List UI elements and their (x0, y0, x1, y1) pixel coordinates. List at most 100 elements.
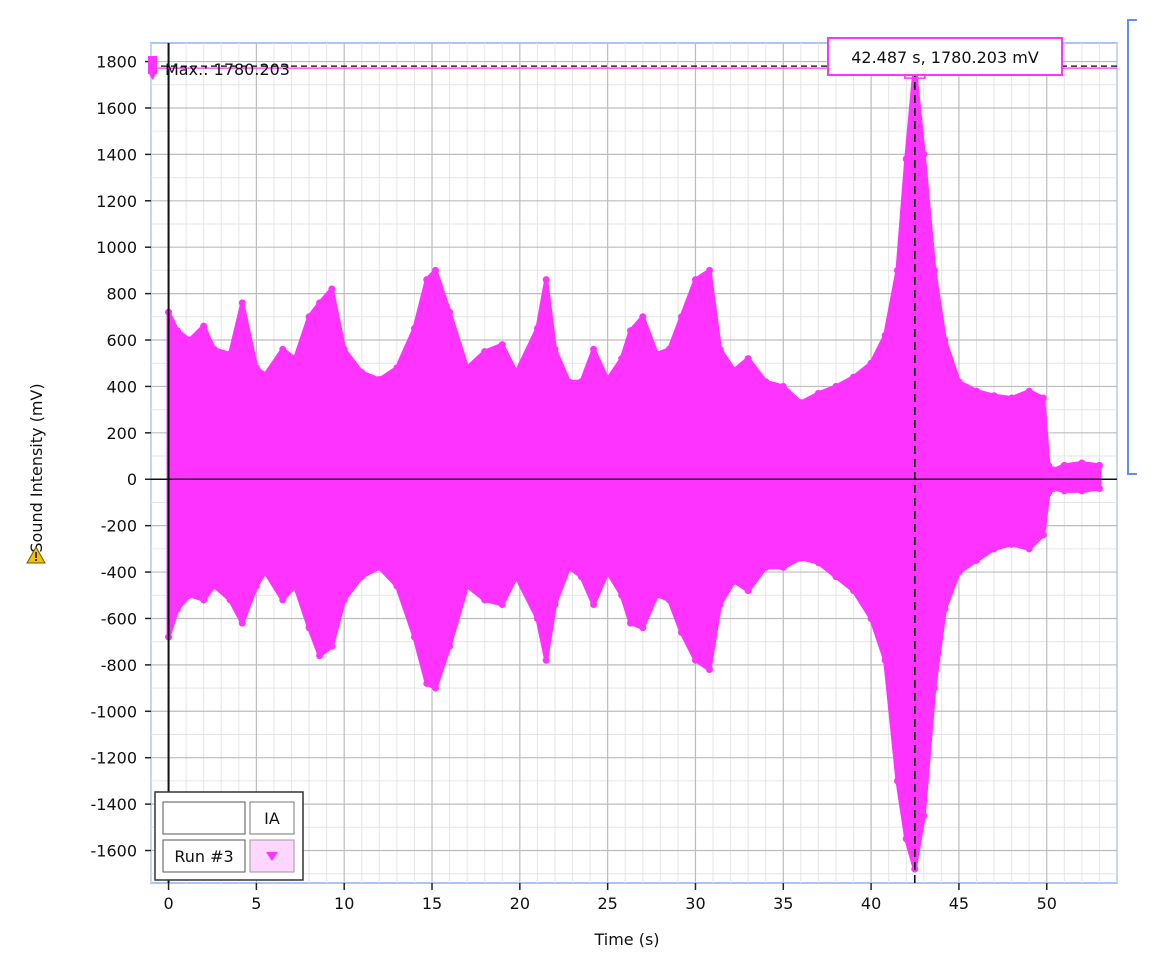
y-tick-label: -1400 (91, 795, 138, 814)
series-point (481, 348, 489, 356)
series-point (1039, 531, 1047, 539)
series-point (867, 359, 875, 367)
x-tick-label: 0 (163, 894, 173, 913)
series-point (706, 266, 714, 274)
y-tick-label: -600 (101, 609, 137, 628)
series-point (990, 392, 998, 400)
y-tick-label: 1600 (96, 99, 137, 118)
series-point (173, 605, 181, 613)
series-point (316, 299, 324, 307)
series-point (1078, 459, 1086, 467)
series-point (716, 345, 724, 353)
series-point (665, 596, 673, 604)
series-point (590, 345, 598, 353)
legend-ia-cell[interactable] (249, 801, 295, 835)
series-point (814, 559, 822, 567)
max-marker-handle[interactable] (148, 56, 157, 74)
series-point (1060, 487, 1068, 495)
series-point (955, 568, 963, 576)
series-point (238, 299, 246, 307)
series-point (930, 684, 938, 692)
series-point (252, 364, 260, 372)
series-point (565, 378, 573, 386)
series-point (626, 619, 634, 627)
y-tick-label: 600 (106, 331, 137, 350)
series-point (463, 582, 471, 590)
max-marker[interactable]: Max.: 1780.203 (148, 56, 290, 80)
series-point (512, 573, 520, 581)
series-point (226, 596, 234, 604)
warning-icon (26, 545, 46, 564)
y-tick-label: -800 (101, 656, 137, 675)
series-point (665, 345, 673, 353)
series-point (577, 378, 585, 386)
series-point (706, 666, 714, 674)
x-tick-label: 15 (422, 894, 442, 913)
series-point (328, 642, 336, 650)
series-point (498, 341, 506, 349)
series-point (238, 619, 246, 627)
y-tick-label: 0 (127, 470, 137, 489)
legend-run-label: Run #3 (174, 847, 233, 866)
series-point (1050, 466, 1058, 474)
legend-run-marker-icon (266, 852, 278, 861)
y-axis-title-group: Sound Intensity (mV) (27, 383, 46, 552)
series-point (893, 266, 901, 274)
series-point (305, 624, 313, 632)
cursor-readout-box (827, 37, 1063, 76)
series-point (173, 327, 181, 335)
series-point (590, 601, 598, 609)
series-point (902, 155, 910, 163)
series-point (797, 399, 805, 407)
series-point (744, 587, 752, 595)
series-layer (165, 62, 1103, 873)
series-point (832, 382, 840, 390)
series-point (677, 628, 685, 636)
series-point (291, 355, 299, 363)
x-tick-label: 35 (773, 894, 793, 913)
series-point (881, 331, 889, 339)
x-tick-label: 50 (1037, 894, 1057, 913)
y-tick-label: 400 (106, 377, 137, 396)
series-point (446, 308, 454, 316)
series-point (779, 563, 787, 571)
series-point (481, 596, 489, 604)
series-point (653, 591, 661, 599)
series-point (533, 324, 541, 332)
x-axis-title: Time (s) (593, 930, 659, 949)
series-point (1039, 394, 1047, 402)
x-tick-label: 40 (861, 894, 881, 913)
series-point (691, 656, 699, 664)
series-point (779, 382, 787, 390)
series-point (850, 587, 858, 595)
y-tick-label: 1200 (96, 192, 137, 211)
series-point (432, 684, 440, 692)
series-point (797, 554, 805, 562)
series-point (990, 545, 998, 553)
series-point (358, 573, 366, 581)
series-point (186, 336, 194, 344)
y-tick-label: -200 (101, 517, 137, 536)
series-point (762, 378, 770, 386)
y-tick-label: -1000 (91, 702, 138, 721)
legend-ia-label: IA (264, 809, 280, 828)
series-point (626, 327, 634, 335)
series-point (410, 633, 418, 641)
legend-run-cell[interactable] (162, 839, 246, 873)
series-point (551, 601, 559, 609)
series-point (955, 378, 963, 386)
series-point (340, 345, 348, 353)
series-point (226, 350, 234, 358)
series-point (639, 624, 647, 632)
y-tick-label: 200 (106, 424, 137, 443)
series-point (446, 642, 454, 650)
x-tick-label: 5 (251, 894, 261, 913)
cursor-readout[interactable]: 42.487 s, 1780.203 mV (827, 37, 1063, 76)
max-marker-label: Max.: 1780.203 (165, 60, 290, 79)
series-point (941, 336, 949, 344)
series-point (1008, 540, 1016, 548)
series-point (1050, 485, 1058, 493)
series-point (691, 276, 699, 284)
series-point (972, 387, 980, 395)
